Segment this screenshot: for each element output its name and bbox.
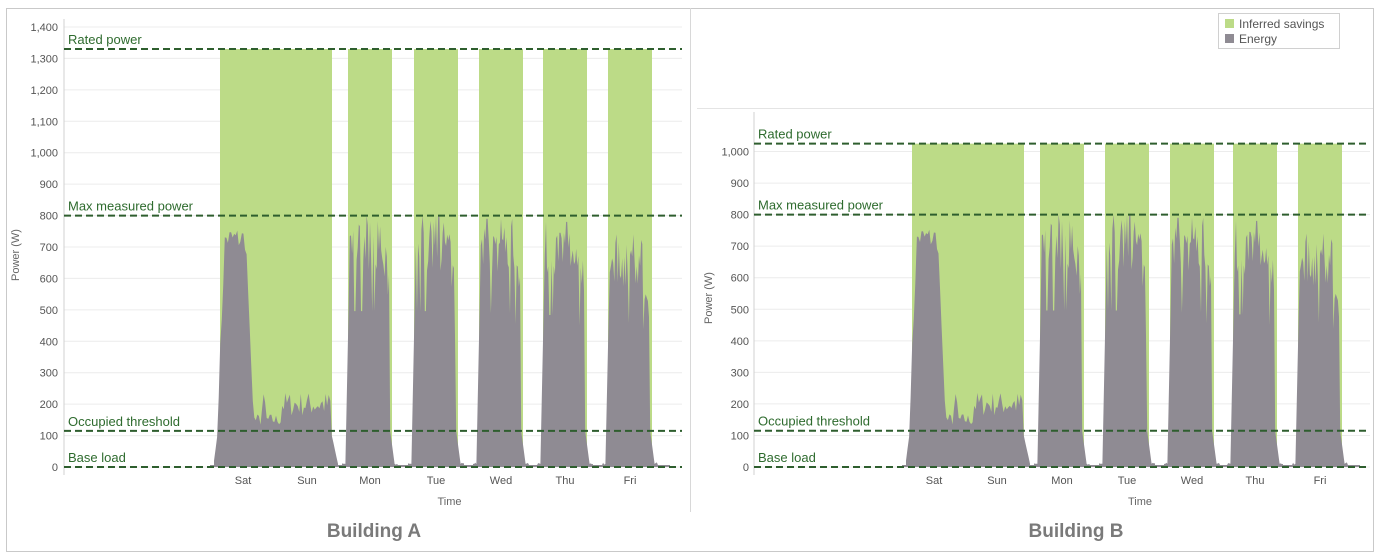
- reference-lines: Rated power Max measured power Occupied th…: [64, 32, 682, 468]
- energy-area-thu: [537, 221, 593, 467]
- x-tick-label-fri: Fri: [624, 475, 637, 487]
- x-tick-label-sat: Sat: [235, 475, 252, 487]
- x-tick-label-thu: Thu: [1246, 475, 1265, 487]
- y-tick-label: 700: [40, 242, 58, 254]
- y-tick-label: 0: [52, 462, 58, 474]
- panel-b-top-border: [697, 108, 1373, 109]
- ref-label-rated-power: Rated power: [68, 32, 142, 47]
- ref-label-max-measured-power: Max measured power: [758, 198, 884, 213]
- ref-label-rated-power: Rated power: [758, 127, 832, 142]
- x-tick-label-sun: Sun: [987, 475, 1007, 487]
- y-tick-label: 400: [40, 336, 58, 348]
- legend-swatch-savings: [1225, 19, 1234, 28]
- energy-area-weekend: [214, 230, 338, 467]
- x-tick-label-mon: Mon: [1051, 475, 1072, 487]
- x-axis-label: Time: [437, 496, 461, 508]
- y-tick-label: 900: [40, 179, 58, 191]
- x-tick-label-fri: Fri: [1314, 475, 1327, 487]
- x-tick-label-sat: Sat: [926, 475, 943, 487]
- energy-area-weekend: [906, 229, 1030, 467]
- y-tick-label: 100: [731, 430, 749, 442]
- energy-area-thu: [1227, 220, 1283, 467]
- legend-swatch-energy: [1225, 34, 1234, 43]
- y-tick-label: 1,300: [30, 53, 58, 65]
- legend-label-savings: Inferred savings: [1239, 16, 1325, 31]
- y-tick-label: 1,000: [721, 147, 749, 159]
- x-tick-label-sun: Sun: [297, 475, 317, 487]
- x-tick-label-thu: Thu: [556, 475, 575, 487]
- ref-label-base-load: Base load: [68, 450, 126, 465]
- y-tick-label: 100: [40, 431, 58, 443]
- x-tick-label-tue: Tue: [1118, 475, 1137, 487]
- caption-building-b: Building B: [1028, 521, 1124, 542]
- y-tick-label: 300: [731, 367, 749, 379]
- y-tick-label: 200: [731, 399, 749, 411]
- y-tick-label: 600: [731, 273, 749, 285]
- energy-area-fri: [1292, 233, 1348, 467]
- legend-item-energy: Energy: [1225, 31, 1339, 46]
- x-tick-label-mon: Mon: [359, 475, 380, 487]
- ref-label-occupied-threshold: Occupied threshold: [758, 414, 870, 429]
- ref-label-occupied-threshold: Occupied threshold: [68, 414, 180, 429]
- x-tick-label-tue: Tue: [427, 475, 446, 487]
- x-tick-label-wed: Wed: [1181, 475, 1203, 487]
- y-tick-label: 1,100: [30, 116, 58, 128]
- y-axis-label: Power (W): [10, 229, 22, 281]
- y-tick-label: 1,000: [30, 148, 58, 160]
- y-tick-label: 1,400: [30, 22, 58, 34]
- energy-area-tue: [408, 215, 464, 467]
- legend-label-energy: Energy: [1239, 31, 1278, 46]
- y-tick-label: 600: [40, 273, 58, 285]
- y-tick-label: 900: [731, 178, 749, 190]
- y-tick-label: 700: [731, 241, 749, 253]
- x-axis-label: Time: [1128, 496, 1152, 508]
- y-tick-label: 1,200: [30, 85, 58, 97]
- reference-lines: Rated power Max measured power Occupied th…: [754, 127, 1370, 468]
- y-tick-label: 0: [743, 462, 749, 474]
- y-tick-label: 300: [40, 368, 58, 380]
- y-tick-label: 800: [731, 210, 749, 222]
- energy-series: [210, 215, 670, 467]
- x-tick-label-wed: Wed: [490, 475, 512, 487]
- y-tick-label: 800: [40, 211, 58, 223]
- y-axis-label: Power (W): [703, 272, 715, 324]
- ref-label-base-load: Base load: [758, 450, 816, 465]
- legend: Inferred savings Energy: [1218, 13, 1340, 49]
- y-tick-label: 500: [40, 305, 58, 317]
- energy-area-mon: [1034, 214, 1090, 467]
- ref-label-max-measured-power: Max measured power: [68, 199, 194, 214]
- energy-area-mon: [342, 215, 398, 467]
- energy-area-wed: [1164, 217, 1220, 467]
- caption-building-a: Building A: [326, 521, 422, 542]
- panel-divider: [690, 8, 691, 512]
- energy-area-wed: [473, 218, 529, 467]
- y-tick-label: 500: [731, 304, 749, 316]
- y-tick-label: 400: [731, 336, 749, 348]
- energy-area-fri: [602, 234, 658, 467]
- legend-item-savings: Inferred savings: [1225, 16, 1339, 31]
- y-tick-label: 200: [40, 399, 58, 411]
- energy-area-tue: [1099, 214, 1155, 467]
